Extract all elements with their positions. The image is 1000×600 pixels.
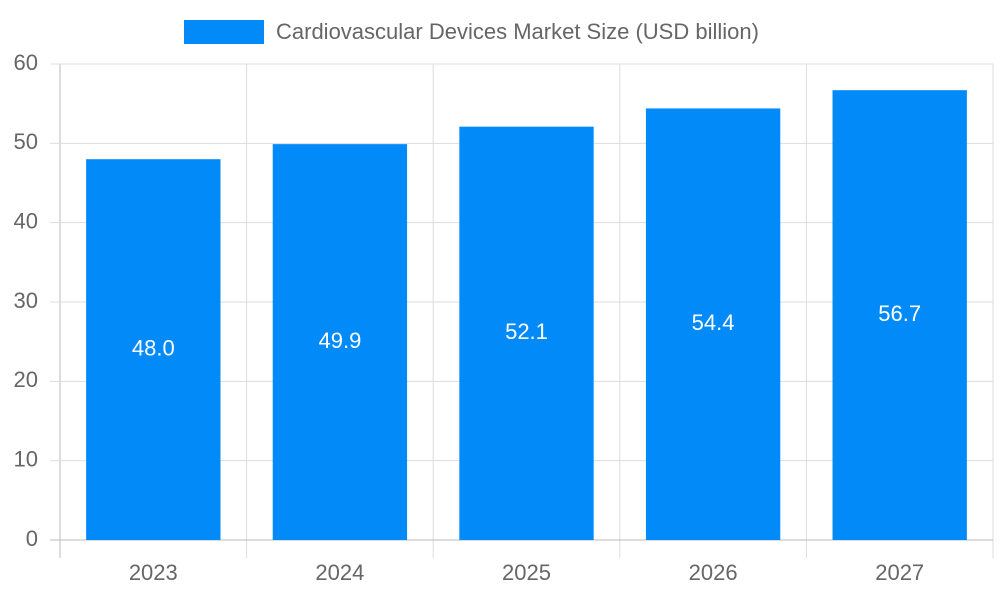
y-tick-label: 20 bbox=[14, 367, 38, 392]
legend-swatch bbox=[184, 20, 264, 44]
x-tick-label: 2026 bbox=[689, 560, 738, 585]
y-tick-label: 30 bbox=[14, 288, 38, 313]
y-tick-label: 60 bbox=[14, 50, 38, 75]
legend-label: Cardiovascular Devices Market Size (USD … bbox=[276, 19, 759, 44]
y-tick-label: 10 bbox=[14, 446, 38, 471]
value-label: 48.0 bbox=[132, 335, 175, 360]
x-tick-label: 2023 bbox=[129, 560, 178, 585]
bar bbox=[645, 108, 781, 540]
value-label: 49.9 bbox=[318, 328, 361, 353]
y-tick-label: 40 bbox=[14, 208, 38, 233]
y-tick-label: 0 bbox=[26, 526, 38, 551]
value-label: 56.7 bbox=[878, 301, 921, 326]
x-tick-label: 2025 bbox=[502, 560, 551, 585]
y-tick-label: 50 bbox=[14, 129, 38, 154]
value-label: 52.1 bbox=[505, 319, 548, 344]
x-tick-label: 2024 bbox=[315, 560, 364, 585]
x-tick-label: 2027 bbox=[875, 560, 924, 585]
bar bbox=[832, 90, 967, 541]
bar bbox=[459, 126, 594, 540]
value-label: 54.4 bbox=[692, 310, 735, 335]
bar bbox=[86, 159, 221, 540]
bar bbox=[272, 144, 408, 541]
